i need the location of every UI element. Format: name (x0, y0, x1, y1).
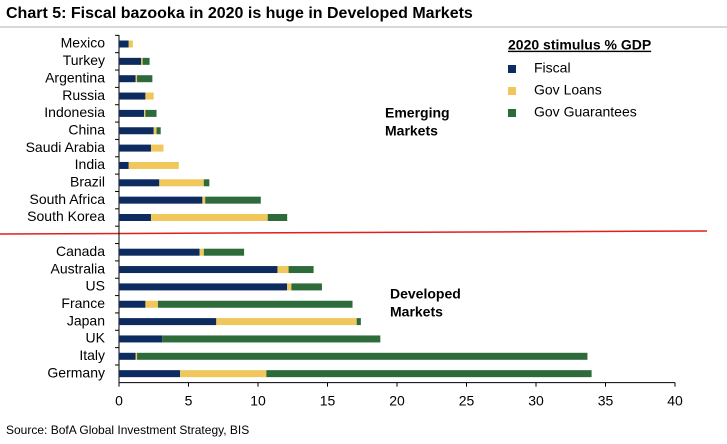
bar-segment (119, 75, 136, 83)
x-tick-label: 25 (459, 392, 475, 408)
legend-title: 2020 stimulus % GDP (508, 37, 651, 53)
bar-segment (119, 127, 154, 135)
legend-swatch (508, 87, 516, 95)
bar-segment (202, 196, 206, 204)
x-tick-label: 30 (528, 392, 544, 408)
divider (0, 230, 708, 235)
bar-segment (119, 109, 145, 117)
bar-segment (203, 179, 210, 187)
bar-segment (162, 335, 381, 343)
bar-segment (135, 352, 138, 360)
bar-segment (145, 300, 158, 308)
annotation: Emerging (385, 105, 450, 121)
legend-swatch (508, 65, 516, 73)
source: Source: BofA Global Investment Strategy,… (6, 423, 249, 437)
legend-label: Fiscal (534, 60, 571, 76)
bar-segment (137, 352, 588, 360)
x-tick-label: 40 (667, 392, 683, 408)
x-tick-label: 15 (320, 392, 336, 408)
bar-segment (145, 92, 154, 100)
bar-segment (119, 196, 203, 204)
bar-segment (119, 300, 146, 308)
bar-segment (128, 40, 133, 48)
y-tick-label: France (61, 295, 105, 311)
bar-segment (119, 370, 181, 378)
y-tick-label: Japan (67, 312, 105, 328)
y-tick-label: Brazil (70, 174, 105, 190)
bar-segment (119, 92, 146, 100)
bar-segment (142, 57, 150, 65)
bar-segment (119, 144, 151, 152)
bar-segment (119, 161, 129, 169)
bar-segment (119, 283, 288, 291)
bar-segment (119, 179, 160, 187)
y-tick-label: India (75, 156, 106, 172)
y-tick-label: US (86, 278, 105, 294)
y-tick-label: UK (86, 330, 106, 346)
bar-segment (267, 214, 288, 221)
bar-segment (216, 318, 357, 326)
y-tick-label: South Africa (30, 191, 106, 207)
y-tick-label: Australia (51, 260, 106, 276)
annotation: Developed (390, 286, 461, 302)
bar-segment (287, 283, 292, 291)
y-tick-label: Mexico (61, 35, 106, 51)
legend-swatch (508, 109, 516, 117)
bar-segment (119, 40, 129, 48)
y-tick-label: Germany (47, 364, 105, 380)
bar-segment (119, 318, 217, 326)
bar-segment (137, 75, 153, 83)
bar-segment (156, 127, 161, 135)
x-tick-label: 20 (389, 392, 405, 408)
bar-segment (119, 214, 151, 221)
bar-segment (159, 179, 204, 187)
x-tick-label: 10 (250, 392, 266, 408)
y-tick-label: Turkey (63, 52, 105, 68)
bar-segment (157, 300, 353, 308)
bar-segment (356, 318, 361, 326)
bar-segment (199, 248, 204, 256)
x-tick-label: 0 (115, 392, 123, 408)
bar-segment (266, 370, 592, 378)
y-tick-label: Argentina (45, 69, 105, 85)
bar-segment (145, 109, 157, 117)
bar-segment (180, 370, 267, 378)
bar-segment (141, 57, 143, 65)
bar-segment (288, 266, 314, 274)
bar-segment (291, 283, 322, 291)
y-tick-label: South Korea (27, 208, 105, 224)
y-tick-label: Russia (62, 87, 105, 103)
x-tick-label: 35 (598, 392, 614, 408)
annotation: Markets (390, 304, 443, 320)
bar-segment (119, 266, 278, 274)
y-tick-label: China (68, 121, 105, 137)
bar-segment (150, 144, 164, 152)
y-tick-label: Saudi Arabia (26, 139, 106, 155)
bar-segment (277, 266, 289, 274)
bar-segment (119, 248, 200, 256)
bar-segment (203, 248, 245, 256)
y-tick-label: Canada (56, 243, 105, 259)
x-tick-label: 5 (185, 392, 193, 408)
bar-segment (119, 57, 142, 65)
y-tick-label: Indonesia (44, 104, 105, 120)
bar-segment (205, 196, 261, 204)
bar-segment (144, 109, 146, 117)
bar-segment (135, 75, 138, 83)
bar-segment (119, 335, 163, 343)
bar-segment (119, 352, 136, 360)
bar-segment (150, 214, 268, 221)
y-tick-label: Italy (79, 347, 105, 363)
legend-label: Gov Guarantees (534, 104, 637, 120)
annotation: Markets (385, 123, 438, 139)
bar-segment (128, 161, 179, 169)
legend-label: Gov Loans (534, 82, 602, 98)
bar-segment (153, 127, 157, 135)
chart-title: Chart 5: Fiscal bazooka in 2020 is huge … (6, 5, 473, 22)
